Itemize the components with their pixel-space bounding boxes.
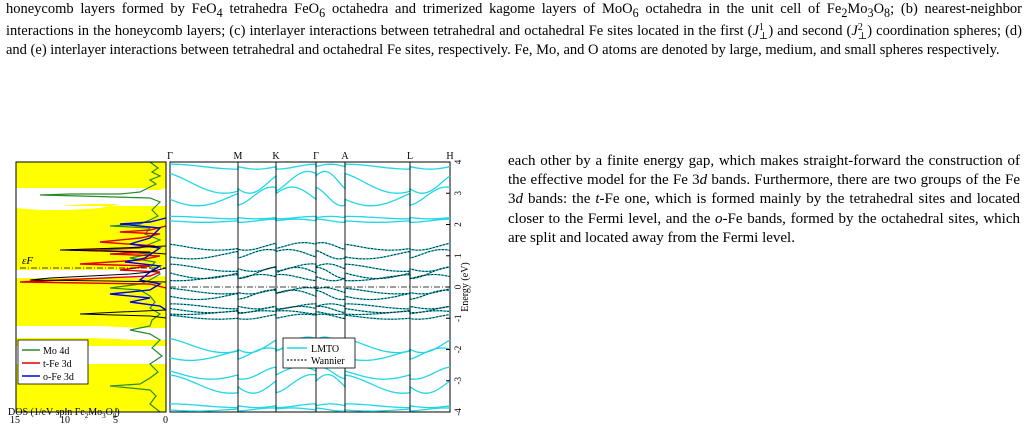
kpoint-lines	[237, 162, 411, 412]
figure-caption: honeycomb layers formed by FeO4 tetrahed…	[6, 0, 1022, 59]
dos-t-fe-3d-curve	[19, 225, 167, 289]
dos-panel: εF Mo 4d t-Fe 3d o-Fe 3d 15 10 5	[10, 161, 168, 426]
legend-wannier-label: Wannier	[311, 356, 345, 367]
band-legend-box	[282, 337, 356, 369]
dos-tick-label: 15	[10, 415, 20, 425]
dos-frame	[15, 161, 167, 413]
dos-black-total-edge	[29, 245, 167, 319]
kpoint-label: K	[272, 151, 280, 162]
dos-legend-box	[17, 339, 89, 385]
legend-t-fe-label: t-Fe 3d	[43, 359, 72, 370]
legend-lmto-label: LMTO	[311, 344, 339, 355]
dos-tick-label: 0	[163, 415, 168, 425]
dos-x-axis-label: DOS (1/eV spin Fe2Mo3O8)	[8, 407, 120, 420]
energy-tick-label: 4	[453, 159, 463, 164]
kpoint-label: H	[446, 151, 453, 162]
fermi-level-label: εF	[22, 255, 33, 267]
dos-tick-label: 10	[60, 415, 70, 425]
dos-x-ticks: 15 10 5 0	[10, 408, 168, 426]
energy-tick-label: 2	[453, 222, 463, 227]
kpoint-label: A	[341, 151, 349, 162]
kpoint-label: Γ	[167, 151, 173, 162]
dos-gap-upper	[16, 190, 166, 204]
figure-svg: εF Mo 4d t-Fe 3d o-Fe 3d 15 10 5	[10, 151, 471, 426]
energy-tick-label: 3	[453, 191, 463, 196]
band-legend: LMTO Wannier	[282, 337, 356, 369]
energy-tick-label: -1	[453, 315, 463, 323]
energy-tick-label: 1	[453, 254, 463, 259]
legend-o-fe-label: o-Fe 3d	[43, 372, 74, 383]
caption-text: honeycomb layers formed by FeO4 tetrahed…	[6, 1, 1022, 58]
band-panel: Γ M K Γ A L H -4 -3 -2 -1 0 1 2 3 4 Energy (eV) LMTO W…	[167, 151, 471, 416]
energy-tick-label: -2	[453, 346, 463, 354]
dos-tick-label: 5	[113, 415, 118, 425]
kpoint-label: L	[407, 151, 413, 162]
energy-tick-label: -4	[453, 408, 463, 416]
dos-legend: Mo 4d t-Fe 3d o-Fe 3d	[17, 339, 89, 385]
paragraph-text: each other by a finite energy gap, which…	[508, 153, 1020, 246]
body-paragraph: each other by a finite energy gap, which…	[508, 152, 1020, 248]
energy-axis-label: Energy (eV)	[460, 262, 471, 312]
energy-tick-label: 0	[453, 284, 463, 289]
energy-tick-label: -3	[453, 377, 463, 385]
kpoint-label: Γ	[313, 151, 319, 162]
dos-band-figure: εF Mo 4d t-Fe 3d o-Fe 3d 15 10 5	[0, 150, 500, 426]
kpoint-label: M	[234, 151, 243, 162]
energy-ticks: -4 -3 -2 -1 0 1 2 3 4	[446, 159, 463, 416]
dos-o-fe-3d-curve	[109, 217, 167, 311]
legend-mo-label: Mo 4d	[43, 346, 69, 357]
